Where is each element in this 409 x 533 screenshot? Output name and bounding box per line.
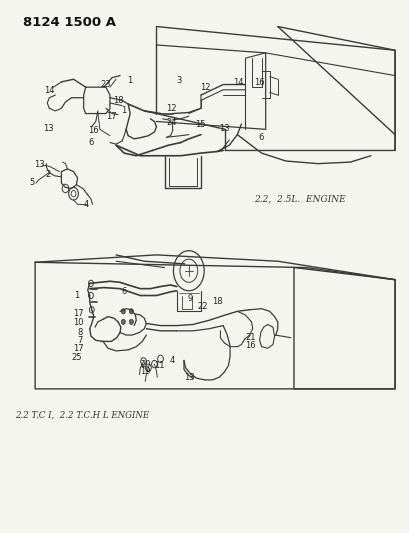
Text: 23: 23 [100,80,111,89]
Text: 9: 9 [187,294,192,303]
Text: 1: 1 [127,76,133,85]
Circle shape [129,309,133,314]
Text: 22: 22 [197,302,208,311]
Text: 20: 20 [139,360,150,369]
Text: 2.2 T.C I,  2.2 T.C.H L ENGINE: 2.2 T.C I, 2.2 T.C.H L ENGINE [15,411,149,420]
Text: 8124 1500 A: 8124 1500 A [23,16,116,29]
Text: 2: 2 [45,170,51,179]
Text: 13: 13 [184,373,194,382]
Text: 6: 6 [258,133,263,142]
Text: 4: 4 [84,200,89,209]
Text: 6: 6 [121,287,126,296]
Text: 5: 5 [29,178,34,187]
Text: 16: 16 [245,341,255,350]
Text: 15: 15 [194,119,205,128]
Text: 6: 6 [88,138,93,147]
Text: 8: 8 [77,328,82,337]
Circle shape [129,319,133,325]
Text: 17: 17 [73,344,83,353]
Text: 1: 1 [120,106,126,115]
Text: 17: 17 [73,310,83,319]
Text: 13: 13 [34,160,45,169]
Text: 24: 24 [166,118,177,127]
Text: 16: 16 [254,78,264,87]
Text: 3: 3 [175,76,181,85]
Text: 11: 11 [154,361,164,369]
Text: 17: 17 [106,112,116,121]
Circle shape [121,319,125,325]
Text: 12: 12 [200,83,211,92]
Text: 18: 18 [112,96,123,106]
Text: 10: 10 [73,318,83,327]
Text: 18: 18 [211,297,222,306]
Text: 25: 25 [71,353,82,362]
Text: 13: 13 [43,124,54,133]
Text: 19: 19 [139,367,150,376]
Text: 4: 4 [170,356,175,365]
Text: 14: 14 [44,86,54,95]
Text: 13: 13 [218,124,229,133]
Text: 7: 7 [77,336,82,345]
Text: 12: 12 [166,104,177,113]
Circle shape [121,309,125,314]
Text: 21: 21 [245,333,255,342]
Text: 2.2,  2.5L.  ENGINE: 2.2, 2.5L. ENGINE [253,195,344,204]
Text: 16: 16 [88,126,99,135]
Text: 14: 14 [232,78,243,87]
Text: 1: 1 [74,291,79,300]
